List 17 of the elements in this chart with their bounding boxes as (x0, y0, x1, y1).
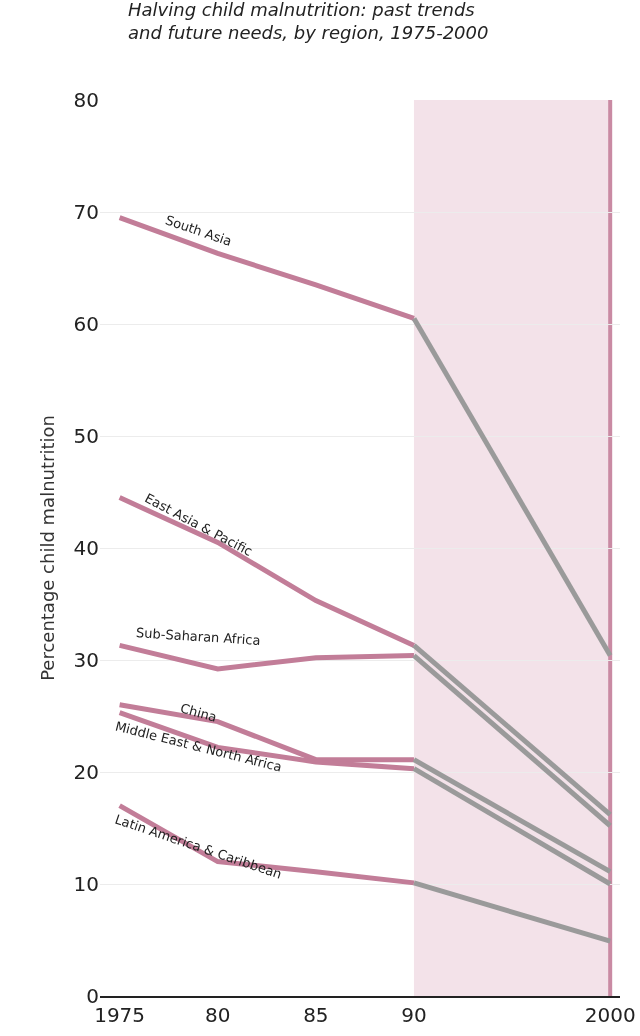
y-tick-label: 60 (73, 312, 99, 336)
series-label: Sub-Saharan Africa (135, 625, 261, 648)
y-tick-label: 50 (73, 424, 99, 448)
y-axis-title: Percentage child malnutrition (36, 415, 58, 681)
x-tick-label: 90 (401, 1002, 427, 1027)
text: China (178, 700, 219, 725)
x-tick-label: 2000 (584, 1002, 636, 1027)
chart-title: Halving child malnutrition: past trends and future needs, by region, 1975-2000 (128, 0, 489, 43)
y-tick-label: 70 (73, 200, 99, 224)
x-tick-label: 85 (303, 1002, 329, 1027)
y-tick-label: 20 (73, 760, 99, 784)
y-tick-label: 30 (73, 648, 99, 672)
y-tick-label: 10 (73, 872, 99, 896)
y-tick-label: 40 (73, 536, 99, 560)
y-tick-label: 80 (73, 88, 99, 112)
x-tick-label: 80 (205, 1002, 231, 1027)
text: South Asia (163, 212, 234, 249)
